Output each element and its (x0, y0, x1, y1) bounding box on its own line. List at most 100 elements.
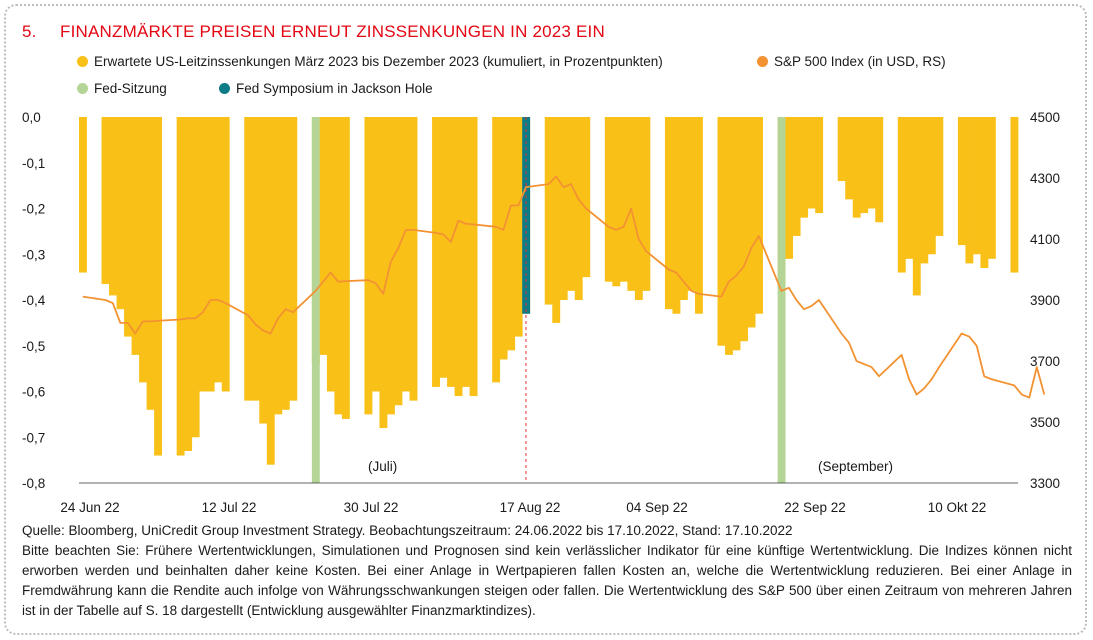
meeting-annotation: (Juli) (368, 459, 397, 474)
rate-cut-bar (957, 117, 966, 246)
x-tick-label: 10 Okt 22 (928, 500, 987, 515)
rate-cut-bar (664, 117, 673, 310)
y-left-tick-label: -0,2 (22, 202, 45, 217)
rate-cut-bar (191, 117, 200, 438)
chart-frame (4, 4, 1087, 635)
rate-cut-bar (604, 117, 613, 282)
rate-cut-bar (920, 117, 929, 264)
y-right-tick-label: 3300 (1030, 476, 1060, 491)
rate-cut-bar (972, 117, 981, 255)
rate-cut-bar (289, 117, 298, 401)
rate-cut-bar (124, 117, 132, 337)
rate-cut-bar (725, 117, 733, 355)
y-left-tick-label: -0,4 (22, 293, 46, 308)
rate-cut-bar (154, 117, 163, 456)
rate-cut-bar (109, 117, 117, 296)
rate-cut-bar (740, 117, 748, 342)
rate-cut-bar (454, 117, 463, 397)
rate-cut-bar (274, 117, 283, 415)
rate-cut-bar (1010, 117, 1019, 273)
rate-cut-bar (499, 117, 508, 360)
rate-cut-bar (852, 117, 861, 218)
legend-item-jackson-hole: Fed Symposium in Jackson Hole (219, 81, 433, 96)
legend-swatch-sp500 (757, 56, 768, 67)
rate-cut-bar (875, 117, 884, 223)
rate-cut-bar (905, 117, 914, 259)
rate-cut-bar (379, 117, 388, 429)
rate-cut-bar (131, 117, 140, 355)
legend-item-sp500: S&P 500 Index (in USD, RS) (757, 54, 946, 69)
legend-swatch-jackson-hole (219, 83, 230, 94)
rate-cut-bar (867, 117, 876, 209)
legend-swatch-rate-cuts (77, 56, 88, 67)
rate-cut-bar (679, 117, 688, 300)
rate-cut-bar (146, 117, 155, 410)
rate-cut-bar (987, 117, 996, 259)
chart-title-text: FINANZMÄRKTE PREISEN ERNEUT ZINSSENKUNGE… (60, 22, 605, 41)
rate-cut-bar (492, 117, 501, 383)
rate-cut-bar (439, 117, 448, 378)
legend-item-rate-cuts: Erwartete US-Leitzinssenkungen März 2023… (77, 54, 663, 69)
rate-cut-bar (845, 117, 854, 200)
rate-cut-bar (319, 117, 328, 355)
x-tick-label: 30 Jul 22 (344, 500, 399, 515)
rate-cut-bar (259, 117, 268, 424)
rate-cut-bar (837, 117, 846, 182)
rate-cut-bar (341, 117, 350, 419)
rate-cut-bar (582, 117, 591, 278)
y-right-tick-label: 4100 (1030, 232, 1060, 247)
rate-cut-bar (927, 117, 936, 255)
rate-cut-bar (507, 117, 516, 351)
rate-cut-bar (544, 117, 553, 305)
rate-cut-bar (980, 117, 989, 268)
rate-cut-bar (559, 117, 568, 300)
rate-cut-bar (897, 117, 906, 273)
legend-swatch-fed-meeting (77, 83, 88, 94)
fed-meeting-band (311, 117, 320, 483)
rate-cut-bar (747, 117, 756, 328)
rate-cut-bar (800, 117, 809, 218)
rate-cut-bar (860, 117, 869, 214)
rate-cut-bar (807, 117, 816, 209)
rate-cut-bar (912, 117, 921, 296)
chart-number: 5. (22, 22, 37, 41)
rate-cut-bar (139, 117, 148, 383)
rate-cut-bar (552, 117, 561, 323)
rate-cut-bar (815, 117, 824, 214)
rate-cut-bar (574, 117, 583, 300)
legend-label-fed-meeting: Fed-Sitzung (94, 81, 167, 96)
rate-cut-bar (244, 117, 253, 401)
y-right-tick-label: 3900 (1030, 293, 1060, 308)
y-left-tick-label: -0,5 (22, 339, 45, 354)
source-note: Quelle: Bloomberg, UniCredit Group Inves… (22, 523, 793, 538)
rate-cut-bar (642, 117, 651, 291)
rate-cut-bar (672, 117, 681, 314)
rate-cut-bar (514, 117, 523, 337)
rate-cut-bar (627, 117, 636, 291)
rate-cut-bar (79, 117, 87, 273)
y-left-tick-label: -0,6 (22, 385, 45, 400)
rate-cut-bar (732, 117, 741, 351)
rate-cut-bar (409, 117, 418, 401)
chart-notes: Quelle: Bloomberg, UniCredit Group Inves… (22, 521, 1072, 621)
rate-cut-bar (694, 117, 703, 314)
rate-cut-bar (199, 117, 208, 392)
rate-cut-bar (462, 117, 471, 387)
rate-cut-bar (326, 117, 335, 392)
rate-cut-bar (281, 117, 290, 410)
rate-cut-bar (101, 117, 110, 284)
rate-cut-bar (469, 117, 478, 397)
y-left-tick-label: -0,8 (22, 476, 45, 491)
meeting-annotation: (September) (818, 459, 893, 474)
legend-item-fed-meeting: Fed-Sitzung (77, 81, 167, 96)
rate-cut-bar (386, 117, 395, 415)
y-right-tick-label: 3700 (1030, 354, 1060, 369)
x-tick-label: 12 Jul 22 (202, 500, 257, 515)
sp500-line (82, 175, 1046, 399)
x-tick-label: 24 Jun 22 (60, 500, 119, 515)
y-left-tick-label: 0,0 (22, 110, 41, 125)
x-tick-label: 17 Aug 22 (500, 500, 561, 515)
x-tick-label: 04 Sep 22 (626, 500, 688, 515)
rate-cut-bar (176, 117, 185, 456)
fed-meeting-band (777, 117, 786, 483)
